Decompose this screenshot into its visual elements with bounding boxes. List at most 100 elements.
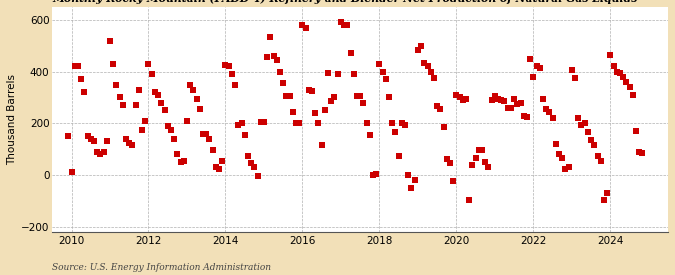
Point	[470, 156, 481, 160]
Point	[111, 82, 122, 87]
Point	[265, 34, 276, 39]
Point	[509, 97, 520, 101]
Point	[259, 120, 269, 124]
Point	[284, 94, 295, 98]
Point	[291, 121, 302, 125]
Point	[383, 95, 394, 100]
Point	[605, 53, 616, 57]
Point	[419, 60, 430, 65]
Point	[323, 71, 333, 75]
Point	[146, 72, 157, 76]
Point	[191, 97, 202, 101]
Point	[506, 106, 516, 110]
Point	[76, 77, 86, 82]
Point	[358, 100, 369, 105]
Point	[499, 99, 510, 103]
Point	[124, 141, 134, 145]
Point	[361, 121, 372, 125]
Point	[271, 58, 282, 62]
Text: Source: U.S. Energy Information Administration: Source: U.S. Energy Information Administ…	[52, 263, 271, 272]
Point	[268, 54, 279, 58]
Point	[240, 133, 250, 137]
Point	[612, 69, 622, 74]
Point	[85, 137, 96, 141]
Point	[627, 93, 638, 97]
Point	[554, 152, 564, 156]
Point	[355, 94, 366, 98]
Point	[246, 161, 256, 166]
Point	[454, 95, 465, 100]
Point	[381, 77, 392, 82]
Point	[518, 113, 529, 118]
Point	[213, 166, 224, 171]
Point	[576, 122, 587, 127]
Point	[390, 130, 401, 134]
Point	[223, 64, 234, 69]
Point	[207, 148, 218, 153]
Point	[396, 121, 407, 125]
Point	[319, 108, 330, 112]
Point	[522, 115, 533, 119]
Point	[101, 139, 112, 144]
Point	[515, 100, 526, 105]
Point	[198, 131, 209, 136]
Point	[438, 125, 449, 129]
Point	[310, 111, 321, 115]
Point	[403, 173, 414, 177]
Point	[601, 191, 612, 195]
Point	[105, 38, 115, 43]
Point	[496, 98, 507, 102]
Point	[140, 119, 151, 123]
Point	[288, 109, 298, 114]
Point	[377, 69, 388, 74]
Point	[579, 121, 590, 125]
Point	[233, 122, 244, 127]
Point	[599, 197, 610, 202]
Point	[563, 165, 574, 169]
Point	[441, 157, 452, 162]
Point	[275, 69, 286, 74]
Point	[200, 131, 211, 136]
Point	[121, 137, 132, 141]
Point	[281, 94, 292, 98]
Point	[352, 94, 362, 98]
Point	[204, 137, 215, 141]
Point	[451, 93, 462, 97]
Point	[262, 55, 273, 60]
Point	[143, 62, 154, 66]
Point	[364, 133, 375, 137]
Point	[583, 130, 593, 134]
Point	[313, 121, 324, 125]
Point	[211, 165, 221, 169]
Text: Monthly Rocky Mountain (PADD 4) Refinery and Blender Net Production of Natural G: Monthly Rocky Mountain (PADD 4) Refinery…	[52, 0, 638, 4]
Point	[467, 163, 478, 167]
Point	[586, 138, 597, 142]
Point	[493, 97, 504, 101]
Point	[621, 80, 632, 84]
Point	[537, 97, 548, 101]
Point	[249, 165, 260, 169]
Point	[182, 119, 192, 123]
Point	[409, 178, 420, 182]
Point	[348, 72, 359, 76]
Point	[194, 107, 205, 111]
Point	[489, 94, 500, 98]
Point	[387, 121, 398, 125]
Point	[547, 116, 558, 120]
Point	[634, 150, 645, 154]
Point	[98, 150, 109, 154]
Point	[188, 87, 199, 92]
Point	[618, 75, 628, 79]
Point	[368, 173, 379, 177]
Point	[412, 47, 423, 52]
Point	[165, 128, 176, 132]
Point	[297, 23, 308, 27]
Point	[136, 128, 147, 132]
Point	[425, 69, 436, 74]
Point	[185, 82, 196, 87]
Point	[329, 95, 340, 100]
Point	[458, 98, 468, 102]
Point	[374, 62, 385, 66]
Point	[464, 197, 475, 202]
Point	[342, 23, 353, 27]
